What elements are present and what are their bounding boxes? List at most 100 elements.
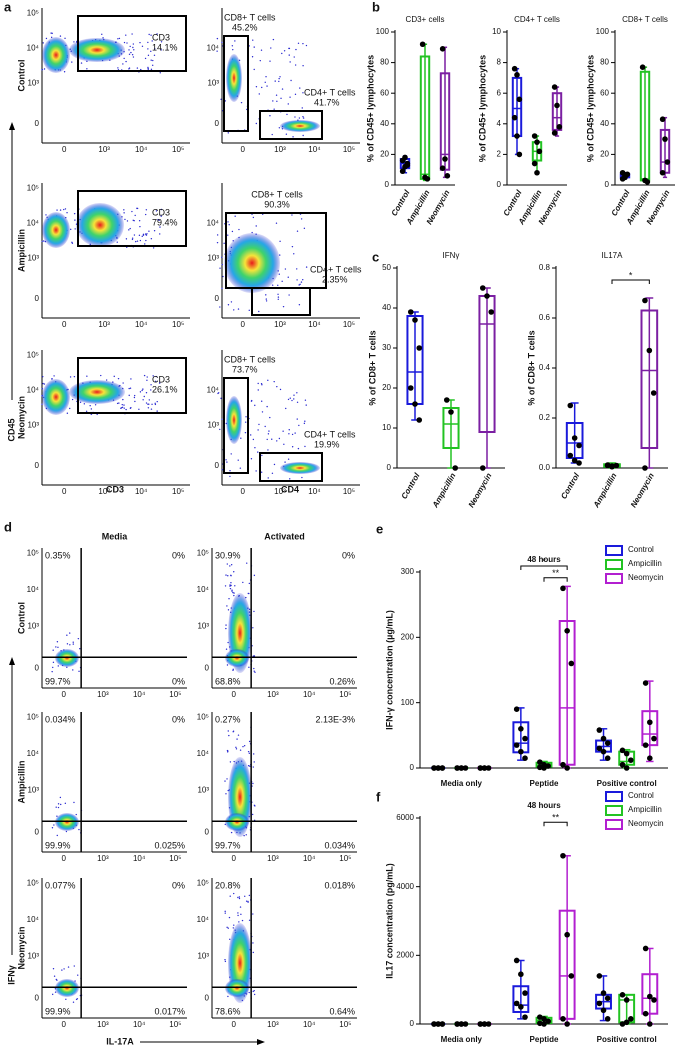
event-dot [301, 476, 303, 479]
y-tick-label: 0 [605, 180, 610, 189]
event-dot [302, 279, 304, 281]
event-dot [283, 443, 285, 445]
event-dot [298, 304, 301, 306]
y-tick-label: 6000 [396, 813, 414, 822]
event-dot [133, 394, 136, 397]
event-dot [237, 308, 240, 310]
event-dot [100, 374, 102, 377]
data-point [651, 997, 657, 1003]
box [640, 309, 659, 449]
event-dot [261, 411, 264, 413]
y-tick-label: 100 [596, 27, 610, 36]
event-dot [293, 394, 295, 396]
quadrant-percent: 0% [172, 550, 185, 560]
event-dot [65, 998, 67, 1000]
event-dot [134, 214, 136, 217]
flow-y-tick: 10⁴ [27, 749, 40, 758]
event-dot [285, 407, 287, 410]
event-dot [129, 227, 131, 230]
flow-y-tick: 10⁵ [27, 184, 39, 193]
event-dot [243, 834, 245, 837]
y-tick-label: 200 [401, 632, 415, 641]
event-dot [133, 396, 136, 399]
event-dot [242, 745, 244, 748]
event-dot [257, 389, 259, 391]
event-dot [42, 375, 44, 378]
event-dot [80, 62, 83, 64]
flow-x-tick: 10³ [97, 854, 109, 863]
density-blob [55, 813, 79, 831]
event-dot [247, 765, 250, 767]
event-dot [277, 293, 279, 296]
event-dot [302, 42, 304, 45]
event-dot [272, 100, 274, 102]
flow-x-tick: 0 [62, 320, 67, 329]
flow-x-tick: 0 [240, 145, 245, 154]
event-dot [141, 235, 143, 238]
event-dot [252, 39, 254, 41]
event-dot [244, 431, 247, 434]
flow-x-tick: 0 [240, 487, 245, 496]
event-dot [240, 913, 242, 916]
flow-y-tick: 10⁴ [197, 749, 210, 758]
event-dot [69, 376, 72, 378]
event-dot [71, 398, 74, 401]
y-tick-label: 20 [380, 150, 389, 159]
data-point [479, 285, 486, 291]
data-point [431, 1021, 437, 1027]
event-dot [64, 37, 66, 40]
y-axis-label: % of CD45+ lymphocytes [477, 55, 487, 162]
event-dot [101, 33, 103, 36]
event-dot [230, 574, 232, 577]
flow-y-tick: 10³ [197, 622, 209, 631]
event-dot [53, 375, 55, 377]
event-dot [123, 212, 125, 214]
event-dot [264, 81, 266, 84]
event-dot [277, 296, 280, 298]
flow-y-tick: 10³ [27, 622, 39, 631]
event-dot [252, 782, 254, 785]
event-dot [257, 382, 259, 385]
data-point [516, 96, 523, 103]
event-dot [245, 834, 247, 836]
legend-label: Ampicillin [628, 559, 662, 568]
event-dot [132, 56, 135, 58]
event-dot [238, 897, 241, 900]
event-dot [302, 116, 304, 118]
event-dot [281, 52, 283, 55]
event-dot [252, 951, 254, 954]
data-point [642, 1010, 649, 1017]
event-dot [63, 208, 65, 211]
event-dot [129, 45, 131, 48]
data-point [619, 761, 626, 768]
data-point [650, 390, 657, 396]
flow-y-tick: 10⁵ [27, 879, 39, 888]
event-dot [136, 240, 139, 242]
data-point [531, 133, 538, 139]
flow-x-tick: 10³ [274, 320, 286, 329]
event-dot [52, 666, 54, 669]
y-tick-label: 2000 [396, 950, 414, 959]
event-dot [123, 209, 125, 211]
density-blob [42, 37, 70, 73]
data-point [600, 735, 607, 742]
data-point [407, 309, 414, 315]
event-dot [238, 896, 241, 898]
data-point [604, 755, 611, 761]
data-point [545, 1018, 551, 1025]
data-point [596, 745, 603, 752]
event-dot [222, 275, 224, 278]
event-dot [224, 912, 226, 914]
event-dot [249, 765, 251, 767]
data-point [564, 628, 570, 634]
quadrant-percent: 68.8% [215, 676, 241, 686]
event-dot [151, 40, 153, 42]
event-dot [274, 80, 276, 82]
gate-label: CD8+ T cells [224, 12, 276, 22]
flow-y-tick: 10³ [27, 254, 39, 263]
event-dot [251, 813, 254, 816]
event-dot [131, 237, 134, 239]
quadrant-percent: 99.9% [45, 840, 71, 850]
flow-x-tick: 10⁵ [343, 320, 355, 329]
event-dot [64, 208, 67, 210]
